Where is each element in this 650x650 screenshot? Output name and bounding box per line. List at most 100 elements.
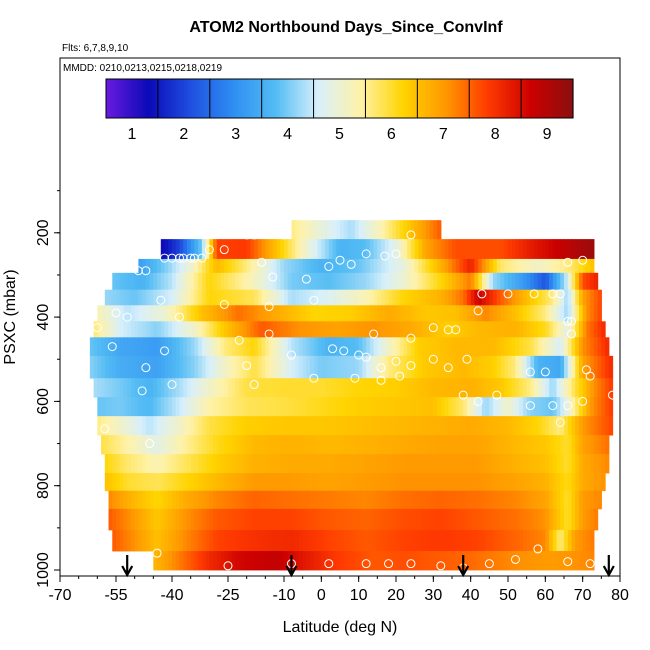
heatmap-cell <box>410 239 416 260</box>
heatmap-cell <box>235 416 240 436</box>
heatmap-cell <box>534 337 539 357</box>
sample-point <box>279 230 289 240</box>
heatmap-cell <box>534 435 539 455</box>
heatmap-cell <box>224 337 229 357</box>
heatmap-cell <box>522 378 528 398</box>
colorbar-swatch <box>272 79 276 118</box>
heatmap-cell <box>332 416 337 436</box>
heatmap-cell <box>489 473 494 492</box>
heatmap-cell <box>231 305 237 322</box>
sample-point <box>555 417 565 427</box>
heatmap-cell <box>172 454 177 474</box>
sample-point <box>324 262 334 272</box>
heatmap-cell <box>522 490 528 510</box>
heatmap-cell <box>340 378 345 398</box>
heatmap-cell <box>496 551 502 571</box>
heatmap-cell <box>272 490 278 510</box>
heatmap-cell <box>138 508 143 531</box>
heatmap-cell <box>407 473 412 492</box>
y-tick-label: 1000 <box>35 552 52 588</box>
sample-point <box>391 356 401 366</box>
heatmap-cell <box>429 305 434 322</box>
sample-point <box>451 325 461 335</box>
heatmap-cell <box>284 490 289 510</box>
heatmap-cell <box>437 258 442 274</box>
heatmap-cell <box>459 378 464 398</box>
heatmap-cell <box>269 490 274 510</box>
heatmap-cell <box>123 321 128 338</box>
heatmap-cell <box>403 337 408 357</box>
heatmap-cell <box>172 529 177 552</box>
heatmap-cell <box>201 435 207 455</box>
colorbar-swatch <box>295 79 299 118</box>
heatmap-cell <box>399 490 405 510</box>
heatmap-cell <box>556 435 561 455</box>
heatmap-cell <box>340 435 345 455</box>
heatmap-cell <box>239 258 244 274</box>
heatmap-cell <box>444 289 449 306</box>
heatmap-cell <box>242 289 248 306</box>
heatmap-cell <box>104 435 110 455</box>
sample-point <box>361 559 371 569</box>
heatmap-cell <box>534 454 539 474</box>
heatmap-cell <box>284 272 289 291</box>
heatmap-cell <box>407 397 412 417</box>
heatmap-cell <box>377 529 382 552</box>
heatmap-cell <box>549 435 554 455</box>
heatmap-cell <box>601 378 606 398</box>
sample-point <box>458 226 468 236</box>
heatmap-cell <box>254 272 259 291</box>
heatmap-cell <box>108 454 113 474</box>
heatmap-cell <box>145 337 151 357</box>
heatmap-cell <box>265 289 270 306</box>
heatmap-cell <box>384 355 390 379</box>
heatmap-cell <box>239 272 244 291</box>
heatmap-cell <box>354 454 360 474</box>
heatmap-cell <box>336 337 341 357</box>
heatmap-cell <box>552 397 558 417</box>
heatmap-cell <box>369 378 375 398</box>
heatmap-cell <box>246 239 251 260</box>
heatmap-cell <box>448 529 453 552</box>
heatmap-cell <box>228 272 233 291</box>
heatmap-cell <box>448 416 453 436</box>
heatmap-cell <box>164 397 169 417</box>
heatmap-cell <box>463 337 468 357</box>
heatmap-cell <box>578 508 584 531</box>
heatmap-cell <box>530 435 535 455</box>
heatmap-cell <box>444 397 449 417</box>
heatmap-cell <box>504 239 509 260</box>
colorbar-swatch <box>209 79 213 118</box>
heatmap-cell <box>265 337 270 357</box>
heatmap-cell <box>418 239 423 260</box>
sample-point <box>585 371 595 381</box>
heatmap-cell <box>414 551 419 571</box>
colorbar-swatch <box>352 79 356 118</box>
heatmap-cell <box>160 435 166 455</box>
heatmap-cell <box>384 258 390 274</box>
sample-point <box>141 363 151 373</box>
heatmap-cell <box>93 355 98 379</box>
heatmap-cell <box>590 529 595 552</box>
heatmap-cell <box>119 435 125 455</box>
heatmap-cell <box>366 508 371 531</box>
heatmap-cell <box>593 490 599 510</box>
heatmap-cell <box>246 289 251 306</box>
heatmap-cell <box>392 305 397 322</box>
colorbar-swatch <box>165 79 169 118</box>
colorbar-swatch <box>266 79 271 118</box>
heatmap-cell <box>347 289 352 306</box>
heatmap-cell <box>522 239 528 260</box>
heatmap-cell <box>216 239 222 260</box>
heatmap-cell <box>541 473 546 492</box>
heatmap-cell <box>433 337 438 357</box>
heatmap-cell <box>396 490 401 510</box>
heatmap-cell <box>354 378 360 398</box>
heatmap-cell <box>269 272 274 291</box>
heatmap-cell <box>313 454 319 474</box>
heatmap-cell <box>448 378 453 398</box>
heatmap-cell <box>295 378 300 398</box>
heatmap-cell <box>280 416 285 436</box>
heatmap-cell <box>522 321 528 338</box>
colorbar-swatch <box>414 79 418 118</box>
